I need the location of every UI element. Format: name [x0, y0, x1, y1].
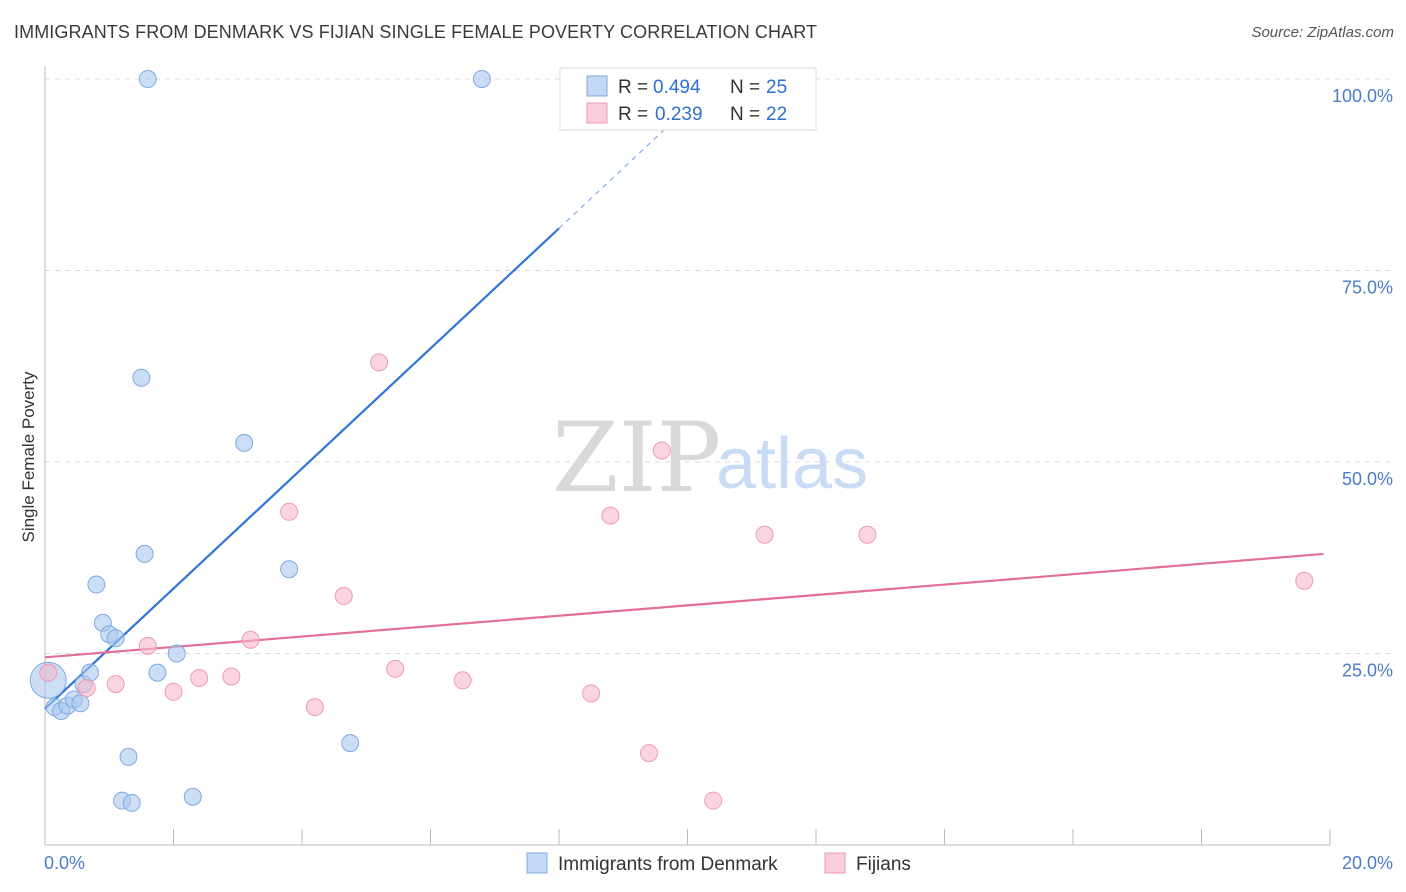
- legend-n-label-fijians: N =: [730, 104, 760, 125]
- point-denmark-11: [106, 629, 125, 648]
- point-fijians-4: [164, 682, 183, 701]
- legend-n-value-fijians: 22: [766, 104, 787, 125]
- legend-r-value-fijians: 0.239: [655, 104, 703, 125]
- point-fijians-16: [639, 744, 658, 763]
- axes: [44, 66, 1331, 846]
- bottom-legend-swatch-fijians: [824, 852, 846, 874]
- watermark: ZIP atlas: [552, 402, 868, 514]
- point-denmark-23: [341, 734, 360, 753]
- point-denmark-21: [235, 433, 254, 452]
- legend-n-value-denmark: 25: [766, 77, 787, 98]
- point-denmark-12: [119, 747, 138, 766]
- bottom-legend-label-fijians: Fijians: [856, 854, 911, 875]
- y-tick-label-1: 50.0%: [1342, 469, 1393, 489]
- source-label: Source: ZipAtlas.com: [1251, 24, 1394, 41]
- point-fijians-18: [704, 791, 723, 810]
- trend-line-denmark: [44, 227, 560, 710]
- point-denmark-8: [87, 575, 106, 594]
- x-tick-label-min: 0.0%: [44, 853, 85, 873]
- point-denmark-5: [71, 694, 90, 713]
- point-fijians-13: [453, 671, 472, 690]
- point-denmark-7: [80, 663, 99, 682]
- point-denmark-24: [472, 70, 491, 88]
- point-fijians-3: [138, 636, 157, 655]
- y-tick-label-3: 100.0%: [1332, 86, 1393, 106]
- point-fijians-6: [222, 667, 241, 686]
- legend-r-label-fijians: R =: [618, 104, 648, 125]
- point-fijians-11: [370, 353, 389, 372]
- point-fijians-8: [280, 502, 299, 521]
- point-fijians-21: [1295, 571, 1314, 590]
- point-fijians-1: [77, 678, 96, 697]
- point-fijians-12: [386, 659, 405, 678]
- point-fijians-10: [334, 587, 353, 606]
- y-tick-labels: 25.0% 50.0% 75.0% 100.0%: [1332, 86, 1393, 681]
- point-denmark-22: [280, 560, 299, 579]
- x-tick-label-max: 20.0%: [1342, 853, 1393, 873]
- stats-legend: R = 0.494 N = 25 R = 0.239 N = 22: [559, 67, 817, 131]
- x-tick-labels: 0.0% 20.0%: [44, 853, 1393, 873]
- point-fijians-0: [39, 663, 58, 682]
- legend-swatch-fijians: [586, 102, 608, 124]
- legend-r-label-denmark: R =: [618, 77, 648, 98]
- legend-swatch-denmark: [586, 75, 608, 97]
- data-points: [29, 70, 1314, 812]
- point-denmark-19: [167, 644, 186, 663]
- y-tick-label-0: 25.0%: [1342, 661, 1393, 681]
- point-fijians-15: [601, 506, 620, 525]
- legend-n-label-denmark: N =: [730, 77, 760, 98]
- gridlines: [45, 78, 1395, 654]
- point-denmark-18: [148, 663, 167, 682]
- point-fijians-2: [106, 675, 125, 694]
- point-fijians-5: [190, 669, 209, 688]
- point-fijians-17: [652, 441, 671, 460]
- point-denmark-17: [138, 70, 157, 88]
- point-denmark-15: [132, 368, 151, 387]
- point-fijians-19: [755, 525, 774, 544]
- point-denmark-16: [135, 544, 154, 563]
- point-fijians-20: [858, 525, 877, 544]
- watermark-atlas: atlas: [716, 424, 868, 504]
- bottom-legend-label-denmark: Immigrants from Denmark: [558, 854, 778, 875]
- series-legend: Immigrants from Denmark Fijians: [526, 852, 911, 875]
- watermark-zip: ZIP: [552, 402, 721, 514]
- chart-title: IMMIGRANTS FROM DENMARK VS FIJIAN SINGLE…: [14, 22, 818, 42]
- legend-r-value-denmark: 0.494: [653, 77, 701, 98]
- trend-line-fijians: [44, 552, 1324, 659]
- point-fijians-14: [582, 684, 601, 703]
- y-axis-label: Single Female Poverty: [19, 371, 38, 543]
- point-denmark-20: [183, 787, 202, 806]
- point-fijians-9: [305, 698, 324, 717]
- bottom-legend-swatch-denmark: [526, 852, 548, 874]
- point-fijians-7: [241, 630, 260, 649]
- y-tick-label-2: 75.0%: [1342, 278, 1393, 298]
- point-denmark-14: [122, 793, 141, 812]
